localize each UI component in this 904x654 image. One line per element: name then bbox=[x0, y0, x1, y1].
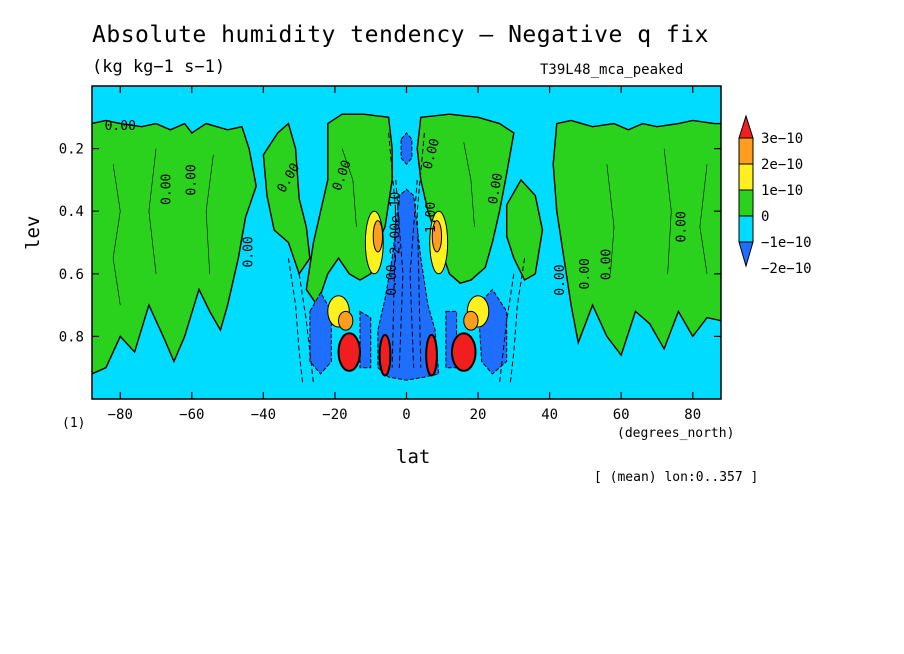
positive-region-1 bbox=[92, 119, 257, 375]
dashed-contour-8 bbox=[409, 179, 418, 368]
thin-contour-7 bbox=[663, 148, 672, 274]
thin-contour-2 bbox=[148, 148, 157, 274]
contour-label: 0.00 bbox=[159, 174, 174, 205]
positive-region-2 bbox=[262, 122, 311, 276]
colorbar-label: 2e−10 bbox=[761, 157, 803, 173]
red-maximum-2 bbox=[378, 333, 392, 377]
contour-label: −2.00e−10 bbox=[388, 192, 403, 262]
negative-region-3 bbox=[400, 132, 413, 166]
chart-units: (kg kg−1 s−1) bbox=[92, 57, 226, 77]
dashed-contour-7 bbox=[395, 179, 404, 368]
plot-area bbox=[92, 86, 721, 399]
colorbar-label: −2e−10 bbox=[761, 261, 812, 277]
chart-title: Absolute humidity tendency — Negative q … bbox=[92, 22, 709, 48]
x-axis: −80 −60 −40 −20 0 20 40 60 80 bbox=[108, 86, 701, 423]
thin-contour-3 bbox=[205, 154, 214, 274]
contour-label: 0.00 bbox=[578, 258, 593, 289]
contour-label: 0.00 bbox=[486, 172, 506, 205]
x-tick-label: −40 bbox=[251, 407, 276, 423]
x-tick-label: 60 bbox=[613, 407, 630, 423]
x-tick-label: 0 bbox=[402, 407, 410, 423]
contour-label: 0.00 bbox=[599, 249, 614, 280]
colorbar-label: 3e−10 bbox=[761, 131, 803, 147]
negative-region-2 bbox=[377, 188, 440, 381]
colorbar-legend: 3e−10 2e−10 1e−10 0 −1e−10 −2e−10 bbox=[738, 114, 812, 277]
contour-label: 0.00 bbox=[385, 264, 400, 295]
thin-contour-1 bbox=[112, 164, 121, 306]
contour-label: 0.00 bbox=[184, 164, 199, 195]
negative-region-1 bbox=[309, 291, 332, 375]
thin-contour-5 bbox=[463, 142, 475, 227]
y-tick-label: 0.8 bbox=[59, 329, 84, 345]
contour-label: 0.00 bbox=[242, 236, 257, 267]
red-maximum-1 bbox=[337, 332, 361, 372]
colorbar-arrow-bottom bbox=[738, 241, 754, 268]
colorbar-box bbox=[738, 189, 754, 217]
contour-label: 0.00 bbox=[553, 264, 568, 295]
warm-patch-8 bbox=[463, 310, 479, 331]
footnote: [ (mean) lon:0..357 ] bbox=[594, 470, 759, 485]
red-maximum-3 bbox=[425, 333, 438, 377]
colorbar-label: 1e−10 bbox=[761, 183, 803, 199]
y-axis: 0.2 0.4 0.6 0.8 bbox=[59, 142, 721, 345]
dashed-contour-3 bbox=[388, 132, 397, 368]
thin-contour-6 bbox=[606, 164, 615, 274]
run-name: T39L48_mca_peaked bbox=[540, 62, 684, 78]
positive-region-5 bbox=[505, 178, 544, 282]
thin-contour-4 bbox=[341, 148, 357, 227]
x-tick-label: −20 bbox=[322, 407, 347, 423]
contour-label: 0.00 bbox=[675, 211, 690, 242]
x-axis-label: lat bbox=[396, 446, 431, 468]
contour-label: 0.00 bbox=[105, 119, 136, 134]
thin-contour-8 bbox=[699, 164, 708, 274]
warm-patch-6 bbox=[338, 310, 354, 331]
y-tick-label: 0.2 bbox=[59, 142, 84, 158]
positive-region-6 bbox=[552, 119, 721, 357]
contour-fill-layer bbox=[92, 86, 721, 399]
x-tick-label: −80 bbox=[108, 407, 133, 423]
x-axis-units: (degrees_north) bbox=[617, 426, 735, 441]
negative-region-5 bbox=[359, 310, 372, 369]
colorbar-label: −1e−10 bbox=[761, 235, 812, 251]
warm-patch-4 bbox=[431, 220, 443, 253]
x-tick-label: 80 bbox=[684, 407, 701, 423]
colorbar-arrow-top bbox=[738, 114, 754, 139]
colorbar-box bbox=[738, 137, 754, 165]
warm-patch-2 bbox=[372, 220, 384, 253]
x-tick-label: 40 bbox=[541, 407, 558, 423]
x-tick-label: −60 bbox=[179, 407, 204, 423]
colorbar-box bbox=[738, 163, 754, 191]
dashed-contour-4 bbox=[416, 132, 425, 368]
y-tick-label: 0.6 bbox=[59, 267, 84, 283]
y-tick-label: 0.4 bbox=[59, 204, 84, 220]
colorbar-label: 0 bbox=[761, 209, 769, 225]
dashed-contour-2 bbox=[298, 273, 314, 384]
figure-number: (1) bbox=[62, 416, 86, 431]
contour-label: 1.00 bbox=[424, 202, 439, 233]
dashed-contour-6 bbox=[499, 273, 515, 384]
red-maximum-4 bbox=[450, 332, 477, 372]
x-tick-label: 20 bbox=[470, 407, 487, 423]
colorbar-box bbox=[738, 215, 754, 243]
